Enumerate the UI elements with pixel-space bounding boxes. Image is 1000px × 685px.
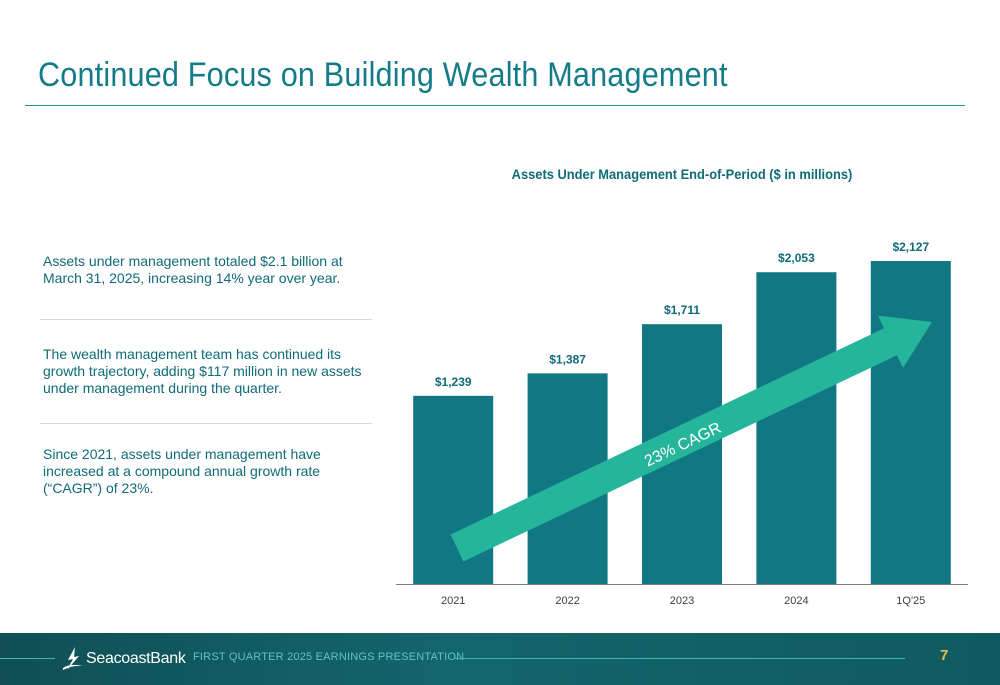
- x-tick-label: 2021: [441, 595, 465, 607]
- bullet-aum-total: Assets under management totaled $2.1 bil…: [43, 253, 343, 286]
- bullet-divider: [40, 319, 372, 320]
- title-divider: [25, 105, 965, 106]
- data-label: $1,239: [435, 375, 472, 389]
- footer-bar: SeacoastBank FIRST QUARTER 2025 EARNINGS…: [0, 633, 1000, 685]
- data-label: $1,387: [549, 352, 586, 366]
- x-tick-label: 2022: [555, 595, 579, 607]
- bullet-divider: [40, 423, 372, 424]
- data-label: $2,127: [892, 240, 929, 254]
- footer-rule: [455, 658, 905, 659]
- bar-1Q'25: [870, 261, 951, 584]
- page-title: Continued Focus on Building Wealth Manag…: [38, 56, 728, 94]
- chart-title: Assets Under Management End-of-Period ($…: [511, 166, 853, 182]
- aum-bar-chart: $1,239 2021 $1,387 2022 $1,711 2023 $2,053 2024…: [396, 240, 968, 607]
- page-number: 7: [940, 647, 949, 664]
- footer-presentation-title: FIRST QUARTER 2025 EARNINGS PRESENTATION: [193, 651, 465, 663]
- bullet-cagr: Since 2021, assets under management have…: [43, 446, 321, 496]
- bullet-growth-trajectory: The wealth management team has continued…: [43, 346, 362, 396]
- data-label: $1,711: [664, 303, 700, 317]
- data-label: $2,053: [778, 251, 815, 265]
- footer-rule: [0, 658, 55, 659]
- seacoast-logo: SeacoastBank: [62, 645, 186, 673]
- x-tick-label: 1Q'25: [896, 595, 925, 607]
- seacoast-logo-icon: [63, 647, 83, 670]
- x-tick-label: 2023: [670, 595, 694, 607]
- logo-text: SeacoastBank: [86, 650, 186, 667]
- bar-2024: [756, 272, 837, 584]
- cagr-arrow: [450, 315, 932, 562]
- bar-2021: [413, 395, 494, 584]
- x-tick-label: 2024: [784, 595, 808, 607]
